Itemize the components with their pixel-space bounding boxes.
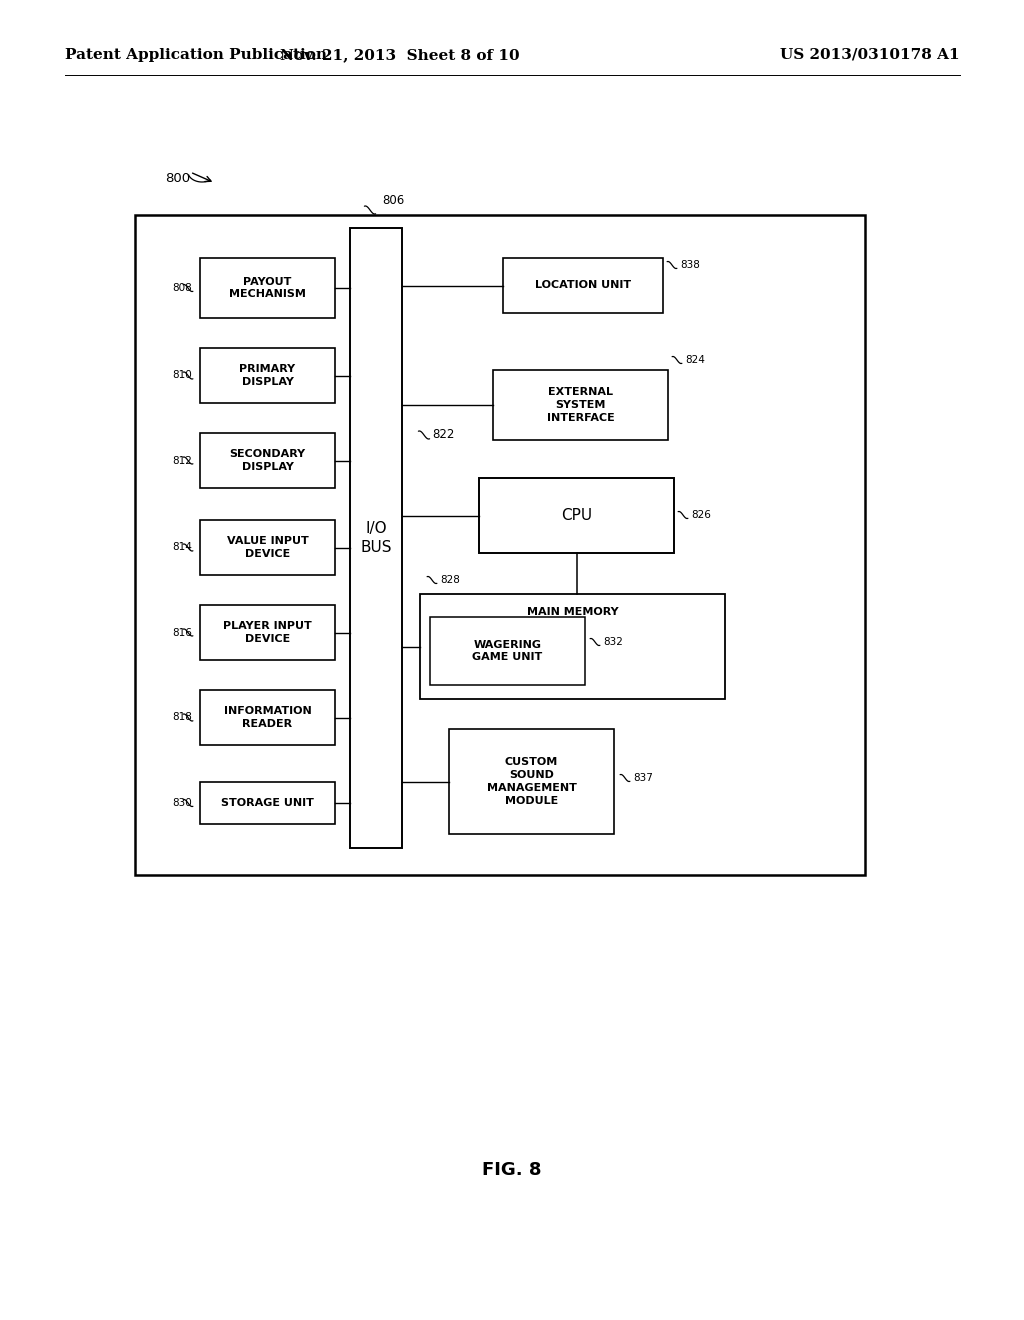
Bar (503, 257, 663, 313)
Text: CPU: CPU (561, 508, 592, 523)
Text: MAIN MEMORY: MAIN MEMORY (526, 607, 618, 616)
Bar (479, 478, 674, 553)
Bar (200, 433, 335, 488)
Text: 828: 828 (440, 576, 460, 585)
Text: 814: 814 (172, 543, 191, 553)
Bar (200, 348, 335, 403)
Text: 824: 824 (685, 355, 705, 366)
Text: CUSTOM
SOUND
MANAGEMENT
MODULE: CUSTOM SOUND MANAGEMENT MODULE (486, 758, 577, 805)
Text: PLAYER INPUT
DEVICE: PLAYER INPUT DEVICE (223, 622, 312, 644)
Text: 818: 818 (172, 713, 191, 722)
Text: PAYOUT
MECHANISM: PAYOUT MECHANISM (229, 277, 306, 300)
Text: FIG. 8: FIG. 8 (482, 1162, 542, 1179)
Text: 838: 838 (680, 260, 699, 271)
Text: 812: 812 (172, 455, 191, 466)
Bar (200, 257, 335, 318)
Text: I/O
BUS: I/O BUS (360, 520, 392, 556)
Text: STORAGE UNIT: STORAGE UNIT (221, 799, 314, 808)
Text: VALUE INPUT
DEVICE: VALUE INPUT DEVICE (226, 536, 308, 558)
Text: 806: 806 (382, 194, 404, 206)
Bar (430, 616, 585, 685)
Bar (200, 690, 335, 744)
Text: US 2013/0310178 A1: US 2013/0310178 A1 (780, 48, 961, 62)
Text: PRIMARY
DISPLAY: PRIMARY DISPLAY (240, 364, 296, 387)
Bar (200, 520, 335, 576)
Text: 808: 808 (172, 282, 191, 293)
Bar (200, 605, 335, 660)
Bar (135, 215, 865, 875)
Text: 810: 810 (172, 371, 191, 380)
Text: 822: 822 (432, 429, 455, 441)
Text: LOCATION UNIT: LOCATION UNIT (535, 281, 631, 290)
Text: Nov. 21, 2013  Sheet 8 of 10: Nov. 21, 2013 Sheet 8 of 10 (281, 48, 520, 62)
Bar (420, 594, 725, 700)
Text: INFORMATION
READER: INFORMATION READER (223, 706, 311, 729)
Bar (200, 781, 335, 824)
Text: Patent Application Publication: Patent Application Publication (65, 48, 327, 62)
Text: 837: 837 (633, 774, 653, 783)
Bar (449, 729, 614, 834)
Text: SECONDARY
DISPLAY: SECONDARY DISPLAY (229, 449, 305, 471)
Bar (493, 370, 668, 440)
Text: 826: 826 (691, 510, 711, 520)
Bar (350, 228, 402, 847)
Text: 816: 816 (172, 627, 191, 638)
Text: WAGERING
GAME UNIT: WAGERING GAME UNIT (472, 640, 543, 663)
Text: 830: 830 (172, 799, 191, 808)
Text: EXTERNAL
SYSTEM
INTERFACE: EXTERNAL SYSTEM INTERFACE (547, 387, 614, 424)
Text: 800: 800 (165, 172, 190, 185)
Text: 832: 832 (603, 638, 623, 647)
